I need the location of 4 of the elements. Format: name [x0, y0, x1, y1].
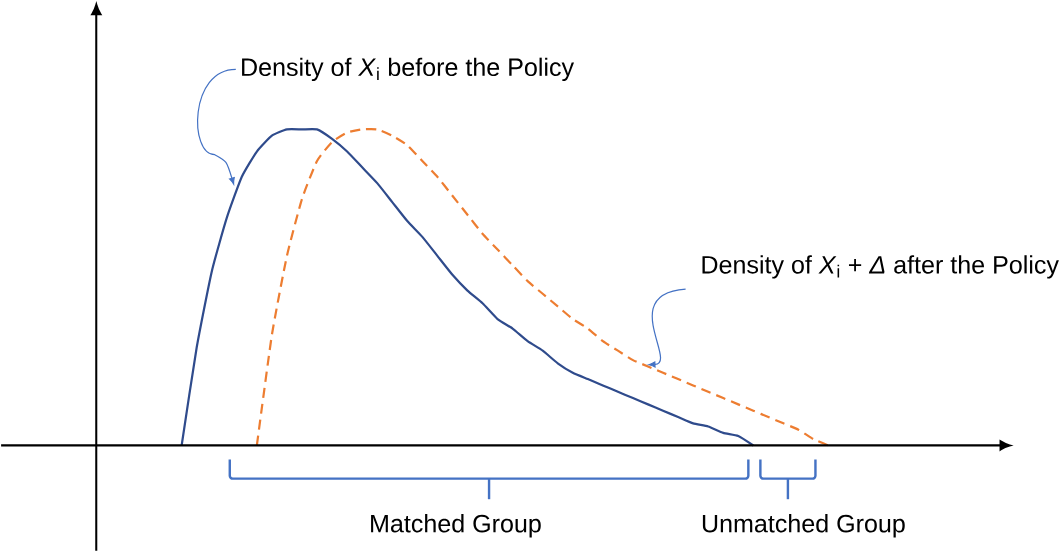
text: Matched Group: [371, 514, 541, 538]
annotation: Density of X$_{i}$ + Δ after the Policy: [702, 255, 1059, 279]
text: Density of X$_{i}$ before the Policy: [242, 57, 575, 82]
text: Unmatched Group: [702, 514, 905, 538]
